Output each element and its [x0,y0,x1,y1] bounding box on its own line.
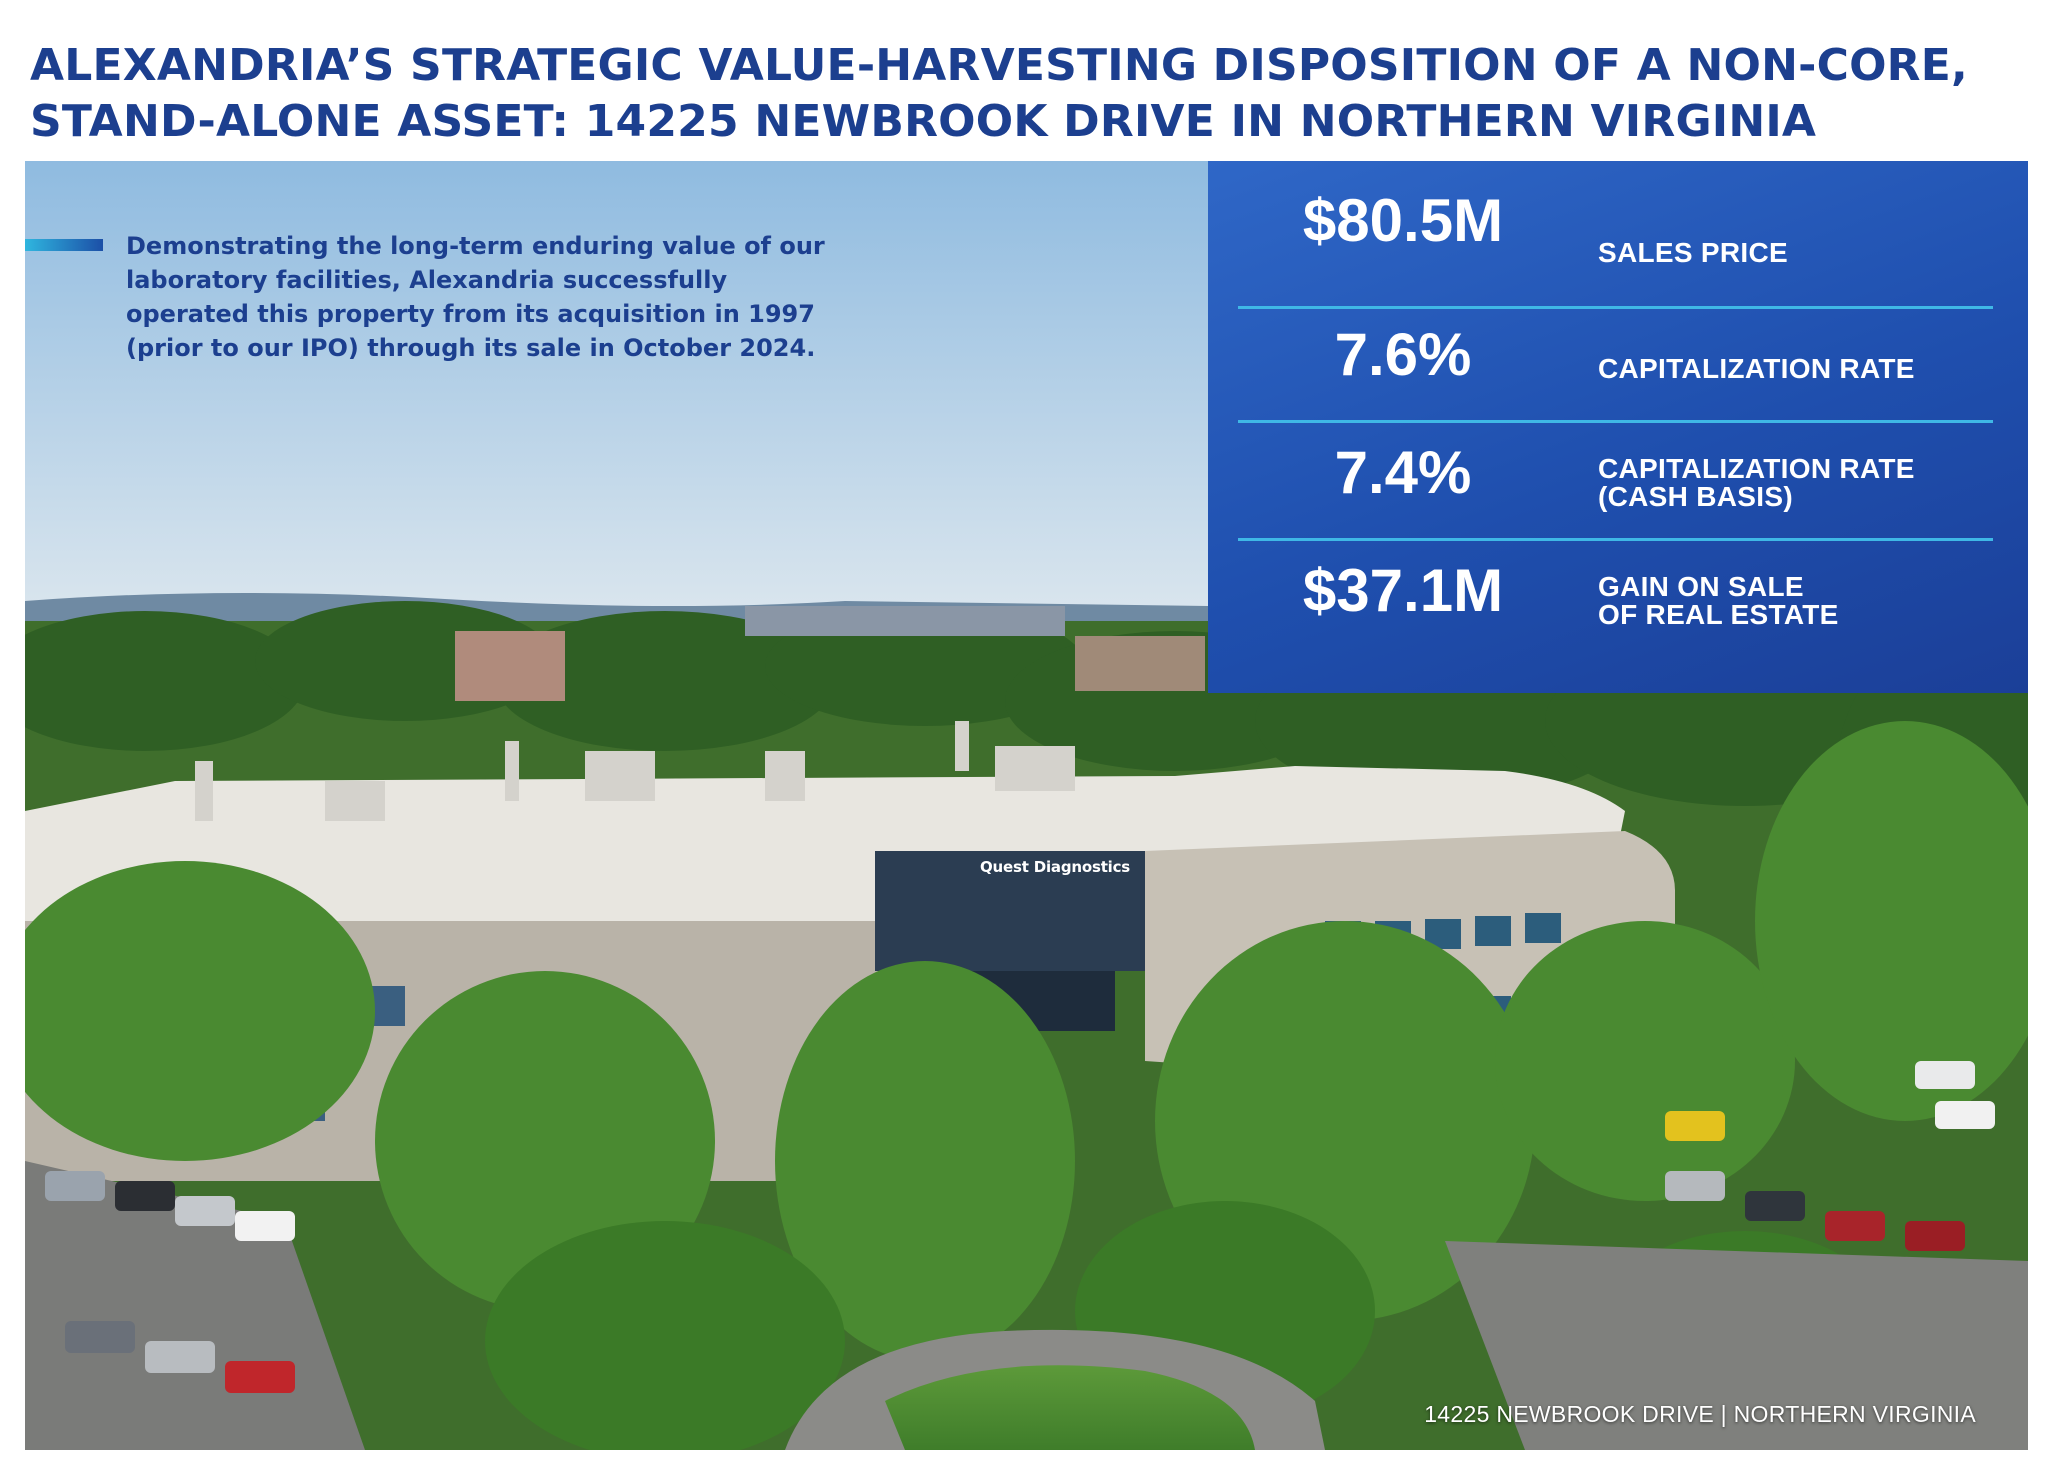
stat-label: CAPITALIZATION RATE [1598,353,1915,384]
stat-row-gain-on-sale: $37.1M GAIN ON SALE OF REAL ESTATE [1238,511,1993,629]
stat-row-sales-price: $80.5M SALES PRICE [1238,161,1993,309]
stat-row-cap-rate: 7.6% CAPITALIZATION RATE [1238,275,1993,423]
intro-accent-bar [25,239,103,251]
stat-label: GAIN ON SALE OF REAL ESTATE [1598,571,1839,630]
stat-label: CAPITALIZATION RATE (CASH BASIS) [1598,453,1915,512]
stat-row-cap-rate-cash: 7.4% CAPITALIZATION RATE (CASH BASIS) [1238,393,1993,541]
hero-photo: Quest Diagnostics Demonstrating the long… [25,161,2028,1450]
page-title-line-2: STAND-ALONE ASSET: 14225 NEWBROOK DRIVE … [30,96,1817,147]
intro-text: Demonstrating the long-term enduring val… [126,232,825,362]
stat-value: 7.6% [1334,321,1472,388]
stats-panel: $80.5M SALES PRICE 7.6% CAPITALIZATION R… [1208,161,2028,693]
stat-value: $37.1M [1302,557,1504,624]
stat-divider [1238,420,1993,423]
stat-value: 7.4% [1334,439,1472,506]
stat-label: SALES PRICE [1598,237,1789,268]
page-title-line-1: ALEXANDRIA’S STRATEGIC VALUE-HARVESTING … [30,40,1968,91]
stat-divider [1238,538,1993,541]
page-title: ALEXANDRIA’S STRATEGIC VALUE-HARVESTING … [30,38,2010,150]
building-sign: Quest Diagnostics [980,858,1131,876]
stat-divider [1238,306,1993,309]
aerial-building-photo [25,161,2028,1450]
stat-value: $80.5M [1302,187,1504,254]
photo-caption: 14225 NEWBROOK DRIVE | NORTHERN VIRGINIA [1424,1401,1976,1427]
